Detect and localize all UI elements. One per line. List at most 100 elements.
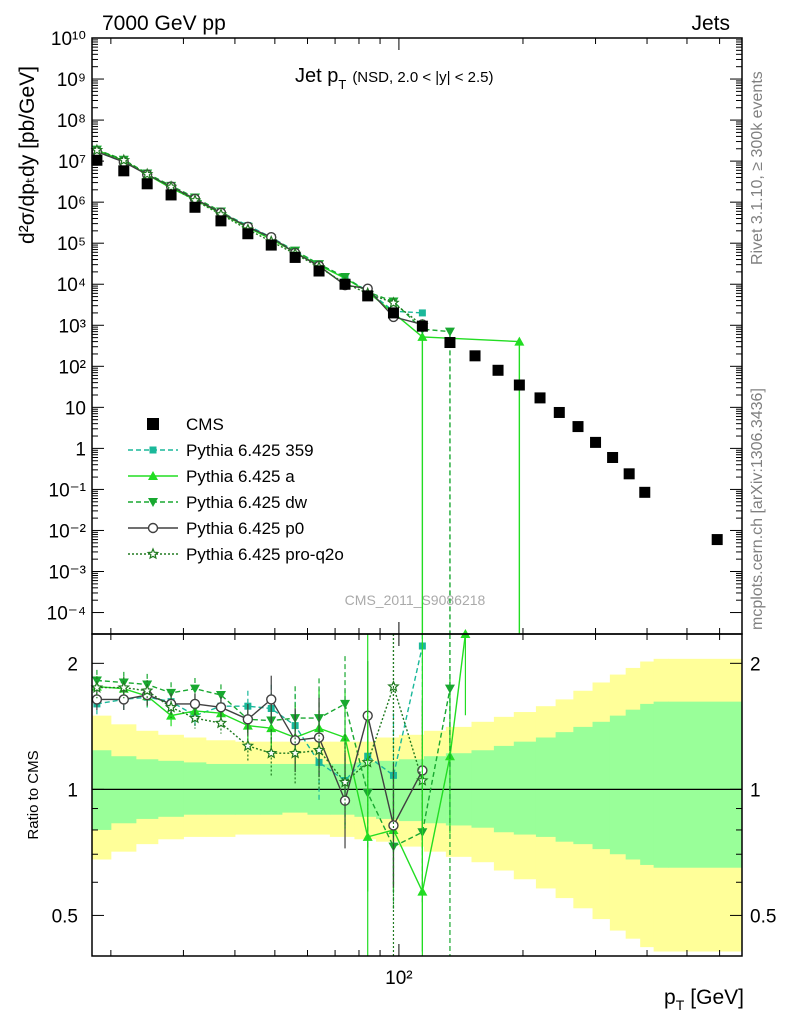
data-point bbox=[444, 327, 455, 337]
ratio-plot-layer: 0.5 0.5 1 1 2 2 10² bbox=[52, 629, 776, 989]
y-tick-label: 10⁸ bbox=[57, 111, 86, 132]
ratio-data-point bbox=[215, 702, 227, 713]
y-tick-label: 10² bbox=[59, 357, 86, 378]
legend-marker bbox=[146, 547, 160, 560]
y-tick-label: 10⁹ bbox=[57, 70, 86, 91]
ratio-data-point bbox=[241, 739, 255, 752]
data-point bbox=[90, 143, 104, 156]
uncertainty-band-inner bbox=[653, 701, 669, 868]
ratio-data-point bbox=[166, 710, 177, 720]
ratio-y-tick-label-right: 0.5 bbox=[750, 906, 776, 927]
series-pythia-6.425-p0 bbox=[91, 146, 428, 330]
plot-title: Jet pT (NSD, 2.0 < |y| < 2.5) bbox=[295, 65, 494, 92]
legend-label: Pythia 6.425 dw bbox=[186, 493, 308, 512]
x-axis-label-main: p bbox=[664, 986, 676, 1009]
plot-title-main: Jet p bbox=[295, 65, 338, 87]
cms-data-point bbox=[553, 406, 565, 418]
y-tick-label: 10⁻³ bbox=[49, 563, 87, 584]
cms-data-point bbox=[289, 251, 301, 263]
uncertainty-band-inner bbox=[535, 737, 557, 837]
x-axis-label-unit: [GeV] bbox=[690, 986, 744, 1009]
legend: CMS Pythia 6.425 359 Pythia 6.425 a Pythia … bbox=[128, 415, 344, 564]
x-axis-label-sub: T bbox=[676, 997, 685, 1013]
main-plot-layer: 10⁻⁴ 10⁻³ 10⁻² 10⁻¹ 1 10 10² 10³ 10⁴ 10⁵ 10⁶ 10⁷ 10⁸… bbox=[47, 29, 742, 634]
y-tick-label: 10⁷ bbox=[58, 152, 86, 173]
y-tick-label: 10⁻² bbox=[49, 521, 87, 542]
ratio-y-tick-label: 0.5 bbox=[52, 906, 78, 927]
ratio-data-point bbox=[340, 699, 351, 709]
ratio-data-point bbox=[288, 746, 302, 759]
ratio-y-tick-label-right: 2 bbox=[750, 654, 761, 675]
legend-label: Pythia 6.425 p0 bbox=[186, 519, 304, 538]
legend-marker bbox=[147, 522, 159, 534]
plot-title-sub: T bbox=[338, 77, 346, 92]
legend-label: Pythia 6.425 a bbox=[186, 467, 295, 486]
ratio-data-point bbox=[338, 775, 352, 788]
ratio-y-tick-label: 1 bbox=[67, 780, 78, 801]
side-label-top: Rivet 3.1.10, ≥ 300k events bbox=[749, 71, 766, 265]
cms-data-point bbox=[189, 201, 201, 213]
legend-marker bbox=[148, 471, 158, 480]
y-axis-label-top: d²σ/dpₜdy [pb/GeV] bbox=[16, 66, 39, 244]
y-tick-label: 10⁻¹ bbox=[49, 480, 87, 501]
ratio-series-line bbox=[96, 633, 467, 894]
uncertainty-band-inner bbox=[92, 750, 112, 830]
cms-data-point bbox=[313, 265, 325, 277]
data-point bbox=[387, 296, 400, 309]
series-line bbox=[96, 149, 423, 326]
ratio-data-point bbox=[242, 714, 254, 725]
cms-data-point bbox=[639, 486, 651, 498]
ratio-data-point bbox=[388, 820, 399, 831]
data-point bbox=[514, 336, 525, 346]
uncertainty-band-inner bbox=[183, 762, 207, 815]
series-cms bbox=[91, 154, 723, 546]
cms-data-point bbox=[141, 178, 153, 190]
x-axis-label: pT [GeV] bbox=[664, 986, 744, 1013]
y-tick-label: 10 bbox=[65, 398, 86, 419]
ratio-data-point bbox=[91, 676, 102, 686]
series-line bbox=[96, 149, 520, 343]
ratio-data-point bbox=[117, 681, 131, 693]
legend-item: Pythia 6.425 a bbox=[128, 467, 295, 486]
cms-data-point bbox=[362, 290, 374, 302]
ratio-data-point bbox=[189, 698, 201, 710]
legend-item: CMS bbox=[147, 415, 224, 434]
ratio-data-point bbox=[214, 716, 228, 729]
uncertainty-band-inner bbox=[640, 703, 655, 865]
data-point bbox=[117, 153, 131, 166]
cms-data-point bbox=[118, 165, 130, 177]
y-axis-label-ratio: Ratio to CMS bbox=[25, 750, 42, 839]
ratio-data-point bbox=[215, 691, 226, 701]
ratio-data-point bbox=[289, 735, 301, 746]
cms-data-point bbox=[711, 534, 723, 546]
uncertainty-band-inner bbox=[609, 715, 627, 855]
analysis-watermark: CMS_2011_S9086218 bbox=[345, 592, 486, 608]
y-tick-label: 10⁴ bbox=[57, 275, 86, 296]
ratio-data-point bbox=[266, 723, 277, 733]
x-tick-label: 10² bbox=[385, 968, 412, 989]
y-tick-label: 10⁵ bbox=[57, 234, 86, 255]
y-tick-label: 10³ bbox=[59, 316, 86, 337]
ratio-data-point bbox=[140, 684, 154, 697]
cms-data-point bbox=[444, 337, 456, 349]
data-point bbox=[140, 167, 154, 180]
ratio-data-point bbox=[90, 681, 104, 693]
series-pythia-6.425-a bbox=[91, 145, 525, 346]
legend-label: Pythia 6.425 359 bbox=[186, 441, 314, 460]
y-tick-label: 10¹⁰ bbox=[51, 29, 86, 50]
ratio-data-point bbox=[266, 694, 277, 705]
cms-data-point bbox=[265, 239, 277, 251]
ratio-data-point bbox=[265, 746, 278, 759]
ratio-data-point bbox=[188, 711, 202, 724]
cms-data-point bbox=[242, 228, 254, 240]
plot-title-cut: (NSD, 2.0 < |y| < 2.5) bbox=[352, 69, 493, 86]
uncertainty-band-inner bbox=[592, 721, 611, 850]
legend-marker bbox=[147, 418, 159, 430]
data-point bbox=[418, 309, 426, 317]
y-tick-label: 10⁶ bbox=[57, 193, 86, 214]
cms-data-point bbox=[165, 189, 177, 201]
legend-label: Pythia 6.425 pro-q2o bbox=[186, 545, 344, 564]
cms-data-point bbox=[469, 350, 481, 362]
legend-marker bbox=[148, 498, 158, 507]
